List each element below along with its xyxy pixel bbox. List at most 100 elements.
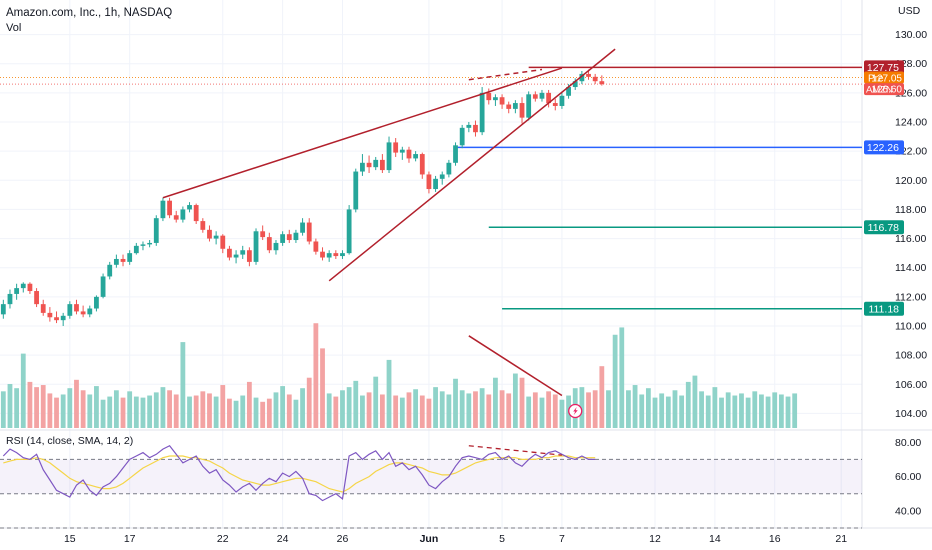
price-tick-label: 106.00 bbox=[895, 379, 927, 391]
blue-level-price-badge-bg bbox=[864, 140, 904, 155]
volume-bar bbox=[626, 390, 631, 428]
candle-body bbox=[153, 218, 159, 243]
candle-body bbox=[160, 200, 166, 219]
candle-body bbox=[260, 231, 266, 238]
volume-bar bbox=[546, 391, 552, 428]
volume-bar bbox=[286, 394, 292, 428]
volume-bar bbox=[80, 390, 86, 428]
volume-bar bbox=[260, 401, 266, 428]
rsi-divergence-line[interactable] bbox=[468, 445, 562, 456]
symbol-legend[interactable]: Amazon.com, Inc., 1h, NASDAQ bbox=[6, 7, 172, 19]
candle-body bbox=[413, 154, 419, 159]
candle-body bbox=[313, 241, 319, 252]
rsi-band bbox=[0, 459, 862, 494]
volume-bar bbox=[100, 399, 106, 428]
price-tick-label: 114.00 bbox=[895, 262, 926, 274]
volume-bar bbox=[586, 392, 591, 428]
volume-bar bbox=[526, 396, 532, 428]
candle-body bbox=[280, 234, 286, 243]
volume-bar bbox=[54, 397, 59, 428]
candle-body bbox=[213, 235, 219, 239]
candle-body bbox=[386, 142, 392, 171]
volume-bar bbox=[240, 395, 246, 428]
candle-body bbox=[559, 95, 565, 106]
candle-body bbox=[187, 205, 192, 210]
candle-body bbox=[353, 171, 359, 210]
wedge-trendline[interactable] bbox=[328, 48, 616, 282]
volume-bar bbox=[300, 388, 305, 428]
green-level-price-badge: 116.78 bbox=[868, 222, 899, 234]
volume-bar bbox=[313, 323, 319, 428]
volume-bar bbox=[499, 390, 505, 428]
volume-bar bbox=[273, 392, 279, 428]
candle-body bbox=[486, 92, 492, 101]
candle-body bbox=[107, 264, 113, 277]
candle-body bbox=[286, 234, 292, 241]
candle-body bbox=[67, 304, 73, 316]
candle-body bbox=[207, 229, 212, 239]
time-tick-label: Jun bbox=[420, 533, 439, 545]
candle-body bbox=[113, 258, 119, 265]
volume-bar bbox=[705, 395, 711, 428]
volume-legend[interactable]: Vol bbox=[6, 22, 21, 34]
price-tick-label: 108.00 bbox=[895, 350, 927, 362]
candle-body bbox=[599, 81, 605, 85]
volume-bar bbox=[27, 381, 33, 428]
rsi-tick-label: 80.00 bbox=[895, 437, 921, 449]
time-tick-label: 26 bbox=[337, 533, 349, 545]
volume-bar bbox=[140, 397, 146, 428]
volume-bar bbox=[645, 388, 651, 428]
green-level-price-badge-bg bbox=[864, 220, 904, 235]
candle-body bbox=[200, 221, 206, 230]
rsi-legend[interactable]: RSI (14, close, SMA, 14, 2) bbox=[6, 435, 133, 447]
price-tick-label: 110.00 bbox=[895, 321, 926, 333]
green-level-price-badge-bg bbox=[864, 301, 904, 316]
volume-bar bbox=[592, 390, 598, 428]
candle-body bbox=[80, 311, 86, 315]
time-tick-label: 15 bbox=[64, 533, 76, 545]
volume-bar bbox=[306, 377, 312, 428]
candle-body bbox=[473, 124, 478, 133]
candle-body bbox=[147, 242, 153, 245]
volume-bar bbox=[326, 393, 332, 428]
candle-body bbox=[406, 149, 412, 159]
volume-bar bbox=[233, 400, 239, 428]
volume-bar bbox=[340, 390, 345, 428]
candle-body bbox=[499, 97, 505, 105]
volume-bar bbox=[519, 377, 525, 428]
volume-bar bbox=[94, 386, 99, 428]
candle-body bbox=[493, 97, 498, 101]
volume-bar bbox=[193, 395, 199, 428]
candle-body bbox=[133, 245, 139, 254]
candle-body bbox=[592, 76, 598, 82]
candle-body bbox=[459, 127, 465, 146]
time-tick-label: 5 bbox=[499, 533, 505, 545]
time-tick-label: 22 bbox=[217, 533, 229, 545]
time-tick-label: 17 bbox=[124, 533, 136, 545]
green-level-price-badge: 111.18 bbox=[868, 304, 899, 316]
volume-bar bbox=[406, 392, 412, 428]
volume-trendline[interactable] bbox=[468, 335, 563, 397]
volume-bar bbox=[486, 394, 492, 428]
volume-bar bbox=[74, 379, 79, 428]
currency-label: USD bbox=[898, 5, 921, 17]
candle-body bbox=[87, 308, 93, 315]
volume-bar bbox=[699, 391, 704, 428]
candle-body bbox=[273, 242, 279, 251]
ticker-badge-label: AMZN bbox=[866, 85, 893, 96]
volume-bar bbox=[153, 392, 159, 428]
volume-bar bbox=[619, 327, 625, 428]
volume-bar bbox=[439, 391, 445, 428]
candle-body bbox=[340, 253, 345, 257]
time-tick-label: 12 bbox=[649, 533, 661, 545]
wedge-trendline[interactable] bbox=[162, 67, 563, 199]
volume-bar bbox=[366, 392, 372, 428]
candle-body bbox=[419, 154, 425, 175]
dashed-trendline[interactable] bbox=[468, 68, 543, 81]
volume-bar bbox=[453, 378, 458, 428]
volume-bar bbox=[353, 380, 359, 428]
price-tick-label: 124.00 bbox=[895, 117, 927, 129]
volume-bar bbox=[692, 375, 698, 428]
candle-body bbox=[539, 92, 545, 99]
